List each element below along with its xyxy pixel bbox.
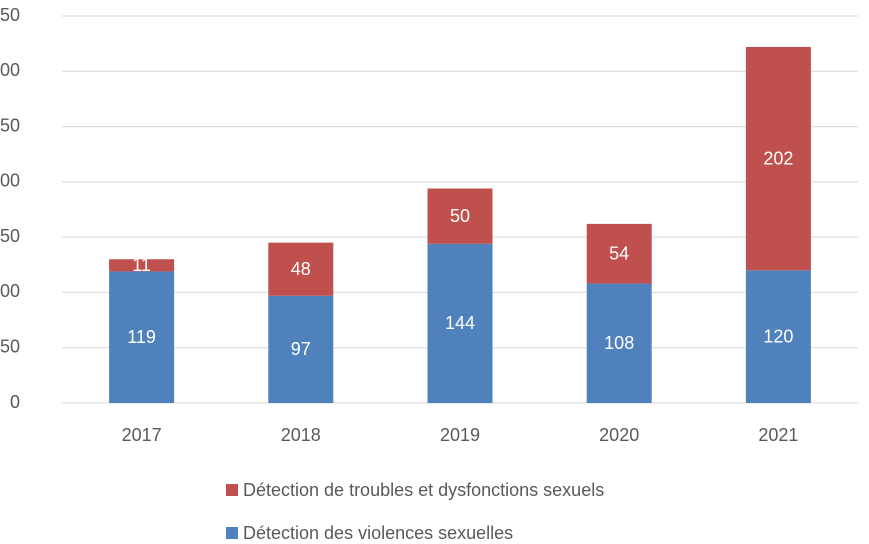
value-label: 144: [445, 313, 475, 333]
x-tick-label: 2019: [440, 425, 480, 445]
bar-segment: [427, 243, 493, 403]
bar-segment: [109, 271, 175, 403]
bar-segment: [745, 270, 811, 403]
value-label: 202: [763, 148, 793, 168]
legend-label: Détection de troubles et dysfonctions se…: [243, 480, 604, 500]
value-label: 120: [763, 326, 793, 346]
x-tick-label: 2017: [122, 425, 162, 445]
value-label: 48: [291, 259, 311, 279]
y-tick-label: 250: [0, 115, 20, 135]
y-tick-label: 100: [0, 281, 20, 301]
value-label: 97: [291, 339, 311, 359]
y-tick-label: 50: [0, 336, 20, 356]
x-tick-label: 2020: [599, 425, 639, 445]
bar-segment: [268, 295, 334, 403]
bar-segment: [268, 242, 334, 296]
y-tick-label: 150: [0, 226, 20, 246]
legend-swatch: [226, 484, 238, 496]
value-label: 119: [127, 327, 156, 347]
y-tick-label: 0: [10, 392, 20, 412]
bar-segment: [427, 188, 493, 244]
value-label: 50: [450, 206, 470, 226]
x-tick-label: 2018: [281, 425, 321, 445]
bar-segment: [586, 223, 652, 284]
value-label: 54: [609, 243, 629, 263]
bar-segment: [745, 46, 811, 271]
bar-segment: [109, 259, 175, 272]
legend-label: Détection des violences sexuelles: [243, 523, 513, 543]
x-tick-label: 2021: [758, 425, 798, 445]
y-tick-label: 200: [0, 171, 20, 191]
value-label: 108: [604, 333, 634, 353]
legend-swatch: [226, 527, 238, 539]
y-tick-label: 300: [0, 60, 20, 80]
bar-segment: [586, 283, 652, 403]
y-tick-label: 350: [0, 5, 20, 25]
value-label: 11: [132, 255, 151, 275]
